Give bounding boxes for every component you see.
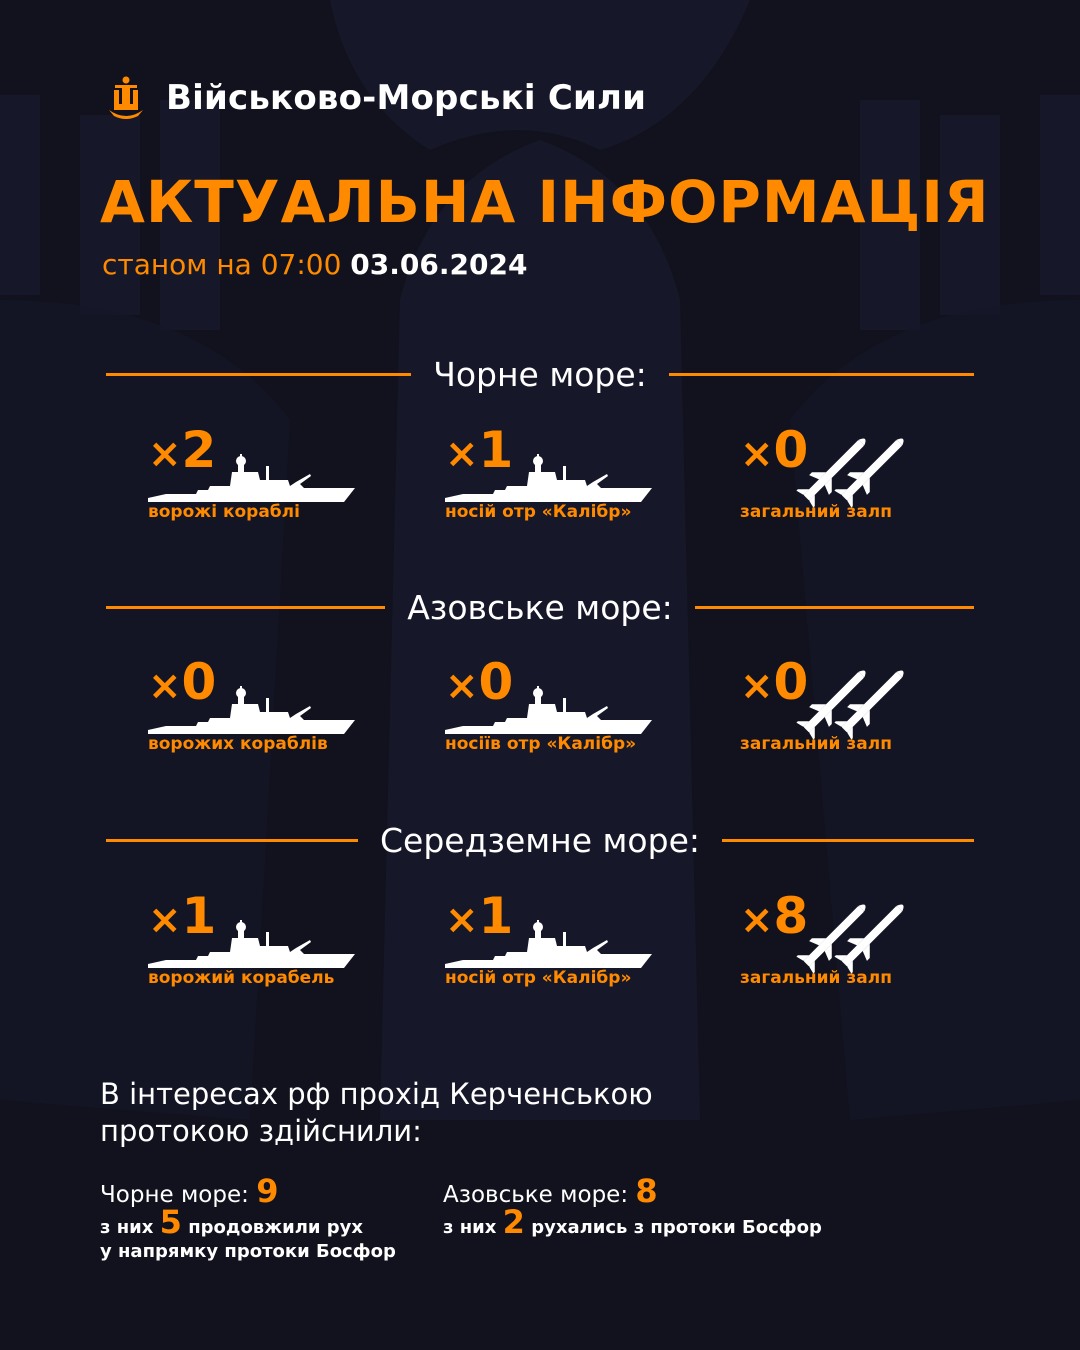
count: ×8	[740, 886, 808, 950]
item-label: носій отр «Калібр»	[445, 502, 632, 522]
count-value: 0	[773, 421, 809, 479]
count-value: 1	[181, 887, 217, 945]
multiplier: ×	[740, 663, 774, 709]
multiplier: ×	[445, 431, 479, 477]
sub-suffix: рухались з протоки Босфор	[531, 1217, 822, 1238]
brand-header: Військово-Морські Сили	[108, 76, 646, 120]
stat-item: ×1 носій отр «Калібр»	[445, 420, 705, 530]
count: ×0	[740, 652, 808, 716]
kerch-line2: протокою здійснили:	[100, 1114, 422, 1148]
section-heading: Чорне море:	[106, 355, 974, 394]
stat-item: ×8 загальний залп	[740, 886, 1000, 996]
count: ×0	[740, 420, 808, 484]
multiplier: ×	[148, 897, 182, 943]
kerch-azov-sea: Азовське море: 8 з них 2 рухались з прот…	[443, 1172, 822, 1240]
sub-suffix: продовжили рух	[188, 1217, 364, 1238]
count-value: 0	[773, 653, 809, 711]
stat-item: ×2 ворожі кораблі	[148, 420, 408, 530]
missiles-icon	[796, 429, 913, 508]
subtitle-time: станом на 07:00	[102, 248, 342, 281]
count-value: 1	[478, 887, 514, 945]
count: ×1	[148, 886, 216, 950]
count: ×1	[445, 420, 513, 484]
trident-anchor-icon	[109, 76, 143, 119]
multiplier: ×	[148, 663, 182, 709]
divider-line	[694, 606, 974, 609]
count-value: 8	[773, 887, 809, 945]
sub-value: 5	[159, 1203, 182, 1241]
item-label: загальний залп	[740, 734, 892, 754]
divider-line	[668, 373, 974, 376]
sub-value: 2	[502, 1203, 525, 1241]
count: ×0	[148, 652, 216, 716]
item-label: загальний залп	[740, 502, 892, 522]
kerch-line1: В інтересах рф прохід Керченською	[100, 1077, 653, 1111]
stat-item: ×0 загальний залп	[740, 652, 1000, 762]
count: ×2	[148, 420, 216, 484]
stat-value: 8	[635, 1172, 658, 1210]
item-label: ворожий корабель	[148, 968, 335, 988]
sub-prefix: з них	[443, 1217, 497, 1238]
section-title: Середземне море:	[380, 821, 700, 860]
multiplier: ×	[740, 431, 774, 477]
kerch-black-sea: Чорне море: 9 з них 5 продовжили рух у н…	[100, 1172, 396, 1264]
multiplier: ×	[148, 431, 182, 477]
item-label: загальний залп	[740, 968, 892, 988]
divider-line	[106, 606, 386, 609]
stat-item: ×1 ворожий корабель	[148, 886, 408, 996]
section-heading: Середземне море:	[106, 821, 975, 860]
item-label: носіїв отр «Калібр»	[445, 734, 637, 754]
divider-line	[106, 839, 359, 842]
divider-line	[106, 373, 412, 376]
divider-line	[722, 839, 975, 842]
kerch-heading: В інтересах рф прохід Керченською проток…	[100, 1076, 653, 1150]
item-label: носій отр «Калібр»	[445, 968, 632, 988]
subtitle-date: 03.06.2024	[350, 248, 528, 281]
missiles-icon	[796, 895, 913, 974]
page-title: АКТУАЛЬНА ІНФОРМАЦІЯ	[100, 168, 990, 236]
count-value: 0	[478, 653, 514, 711]
multiplier: ×	[445, 663, 479, 709]
count-value: 1	[478, 421, 514, 479]
sub-prefix: з них	[100, 1217, 154, 1238]
stat-label: Чорне море:	[100, 1182, 249, 1208]
brand-name: Військово-Морські Сили	[166, 78, 647, 118]
stat-item: ×0 носіїв отр «Калібр»	[445, 652, 705, 762]
subtitle: станом на 07:00 03.06.2024	[102, 248, 527, 281]
multiplier: ×	[445, 897, 479, 943]
count-value: 2	[181, 421, 217, 479]
count: ×0	[445, 652, 513, 716]
section-title: Чорне море:	[433, 355, 647, 394]
stat-label: Азовське море:	[443, 1182, 629, 1208]
stat-item: ×0 загальний залп	[740, 420, 1000, 530]
item-label: ворожих кораблів	[148, 734, 328, 754]
item-label: ворожі кораблі	[148, 502, 300, 522]
stat-value: 9	[256, 1172, 279, 1210]
stat-item: ×1 носій отр «Калібр»	[445, 886, 705, 996]
count: ×1	[445, 886, 513, 950]
stat-item: ×0 ворожих кораблів	[148, 652, 408, 762]
section-heading: Азовське море:	[106, 588, 974, 627]
sub-line2: у напрямку протоки Босфор	[100, 1241, 396, 1262]
section-title: Азовське море:	[407, 588, 673, 627]
count-value: 0	[181, 653, 217, 711]
multiplier: ×	[740, 897, 774, 943]
missiles-icon	[796, 661, 913, 740]
